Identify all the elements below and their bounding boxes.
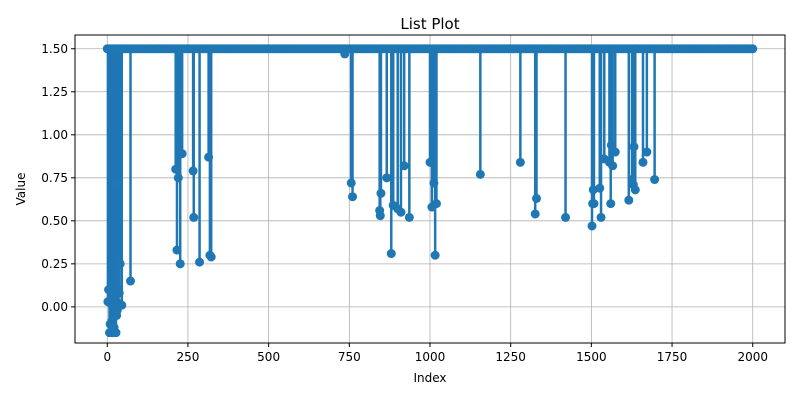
data-point <box>515 157 525 167</box>
data-point <box>399 161 409 171</box>
data-point <box>596 212 606 222</box>
y-tick-label: 0.00 <box>41 300 68 314</box>
data-point <box>340 49 350 59</box>
data-point <box>404 212 414 222</box>
data-point <box>475 169 485 179</box>
data-point <box>650 175 660 185</box>
x-tick-label: 1750 <box>657 350 688 364</box>
data-point <box>431 199 441 209</box>
y-tick-label: 1.25 <box>41 85 68 99</box>
x-tick-label: 1500 <box>576 350 607 364</box>
y-tick-label: 0.75 <box>41 171 68 185</box>
data-point <box>638 157 648 167</box>
x-tick-label: 1000 <box>415 350 446 364</box>
data-point <box>110 178 120 188</box>
data-point <box>172 245 182 255</box>
data-point <box>587 221 597 231</box>
data-point <box>375 211 385 221</box>
data-point <box>376 188 386 198</box>
data-point <box>177 149 187 159</box>
data-point <box>630 185 640 195</box>
x-tick-label: 250 <box>177 350 200 364</box>
data-point <box>204 152 214 162</box>
data-point <box>429 178 439 188</box>
data-point <box>589 199 599 209</box>
data-point <box>117 300 127 310</box>
data-point <box>173 173 183 183</box>
data-point <box>624 195 634 205</box>
data-point <box>114 288 124 298</box>
y-tick-label: 1.00 <box>41 128 68 142</box>
chart-title: List Plot <box>400 15 459 33</box>
x-tick-label: 0 <box>103 350 111 364</box>
y-tick-label: 0.25 <box>41 257 68 271</box>
data-point <box>610 147 620 157</box>
data-point <box>561 212 571 222</box>
data-point <box>608 161 618 171</box>
data-point <box>425 157 435 167</box>
x-axis-ticks: 0 250 500 750 1000 1250 1500 1750 2000 <box>103 343 768 364</box>
data-point <box>606 140 616 150</box>
data-point <box>206 252 216 262</box>
x-tick-label: 2000 <box>737 350 768 364</box>
y-tick-label: 0.50 <box>41 214 68 228</box>
data-point <box>188 166 198 176</box>
y-axis-ticks: 0.00 0.25 0.50 0.75 1.00 1.25 1.50 <box>41 42 75 314</box>
data-point <box>126 276 136 286</box>
data-point <box>532 193 541 203</box>
data-point <box>346 178 356 188</box>
data-point <box>189 212 199 222</box>
y-tick-label: 1.50 <box>41 42 68 56</box>
data-point <box>430 250 440 260</box>
data-point <box>348 192 358 202</box>
x-tick-label: 1250 <box>495 350 526 364</box>
x-axis-label: Index <box>413 371 446 385</box>
data-point <box>382 173 392 183</box>
data-point <box>171 164 181 174</box>
plot-area <box>102 44 758 338</box>
y-axis-label: Value <box>14 173 28 206</box>
data-point <box>642 147 652 157</box>
data-point <box>175 259 185 269</box>
data-point <box>530 209 540 219</box>
data-point <box>629 142 639 152</box>
data-point <box>115 259 125 269</box>
data-point <box>396 207 406 217</box>
data-point <box>386 249 396 259</box>
data-point <box>195 257 205 267</box>
baseline-point <box>748 44 758 54</box>
data-point <box>111 328 121 338</box>
x-tick-label: 500 <box>257 350 280 364</box>
x-tick-label: 750 <box>338 350 361 364</box>
data-point <box>606 199 616 209</box>
baseline-markers <box>102 44 758 54</box>
data-point <box>595 183 605 193</box>
